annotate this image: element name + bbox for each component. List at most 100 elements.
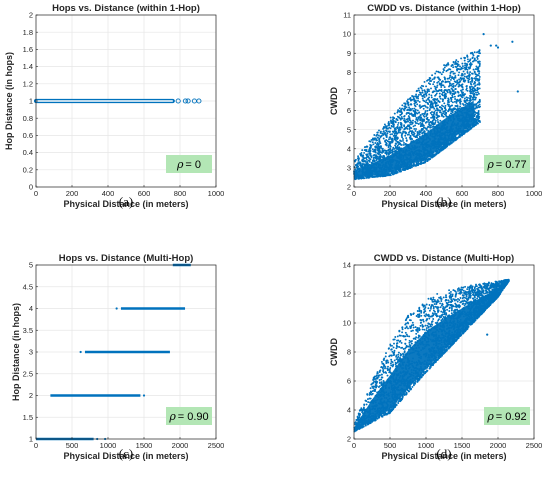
- data-point: [432, 318, 435, 320]
- data-point: [367, 159, 370, 162]
- data-point: [471, 56, 474, 59]
- data-point: [466, 99, 469, 102]
- data-point: [466, 288, 469, 291]
- data-point: [396, 171, 399, 174]
- data-point: [415, 128, 417, 130]
- data-point: [393, 150, 396, 153]
- data-point: [453, 100, 456, 103]
- data-point: [430, 116, 433, 119]
- x-tick-label: 600: [138, 189, 151, 198]
- data-point: [384, 131, 387, 134]
- data-point: [459, 94, 462, 97]
- data-point: [416, 112, 419, 115]
- data-point: [367, 150, 370, 153]
- data-point: [470, 76, 473, 79]
- data-point: [389, 127, 392, 130]
- x-tick-label: 500: [66, 441, 79, 450]
- data-point: [473, 90, 476, 92]
- data-point: [478, 100, 481, 103]
- data-point: [392, 346, 395, 349]
- data-point: [387, 122, 390, 125]
- data-point: [432, 83, 435, 86]
- data-point: [362, 406, 365, 409]
- data-point: [393, 342, 395, 345]
- data-point: [418, 91, 421, 94]
- data-point: [426, 88, 429, 91]
- data-point: [385, 144, 388, 147]
- data-point: [433, 85, 436, 88]
- y-tick-label: 1.4: [23, 62, 33, 71]
- data-point: [465, 87, 468, 90]
- data-point: [366, 162, 369, 165]
- y-tick-label: 3.5: [23, 326, 33, 335]
- data-point: [463, 77, 465, 80]
- data-point: [375, 138, 377, 141]
- annotation-box: [166, 155, 212, 173]
- data-point: [432, 111, 435, 114]
- data-point: [455, 66, 458, 69]
- data-point: [419, 117, 422, 120]
- data-point: [468, 97, 471, 100]
- data-point: [482, 33, 485, 36]
- data-point: [448, 76, 451, 79]
- data-point: [404, 103, 407, 106]
- data-point: [372, 143, 375, 146]
- data-point: [419, 114, 422, 117]
- data-point: [433, 101, 436, 104]
- data-point: [402, 130, 405, 133]
- data-point: [418, 104, 421, 107]
- data-point: [470, 90, 473, 93]
- data-point: [471, 79, 474, 82]
- data-point: [446, 144, 449, 146]
- data-point: [413, 127, 416, 130]
- data-point: [429, 120, 432, 123]
- data-point: [398, 147, 400, 149]
- data-point: [360, 407, 363, 410]
- data-point: [373, 134, 376, 136]
- data-point: [374, 151, 377, 154]
- data-point: [442, 296, 445, 299]
- data-point: [358, 161, 361, 164]
- data-point: [434, 72, 437, 75]
- data-point: [438, 115, 441, 118]
- data-point: [466, 70, 469, 73]
- y-tick-label: 3: [29, 348, 33, 357]
- data-point: [453, 93, 455, 96]
- data-point: [403, 124, 406, 127]
- y-tick-label: 1.5: [23, 413, 33, 422]
- data-point: [432, 296, 435, 299]
- y-tick-label: 1: [29, 97, 33, 106]
- y-tick-label: 2.5: [23, 369, 33, 378]
- data-point: [376, 131, 379, 134]
- data-point: [461, 65, 464, 68]
- data-point: [413, 104, 416, 107]
- data-point: [421, 113, 424, 115]
- data-point: [382, 174, 385, 176]
- data-point: [462, 294, 465, 297]
- data-point: [357, 155, 360, 158]
- data-point: [443, 113, 446, 116]
- data-point: [185, 98, 191, 104]
- data-point: [396, 144, 399, 147]
- data-point: [444, 104, 447, 107]
- correlation-annotation: ρ = 0.77: [484, 155, 530, 173]
- data-point: [399, 131, 401, 134]
- data-point: [478, 72, 481, 75]
- data-point: [475, 285, 478, 288]
- data-point: [443, 76, 446, 79]
- data-point: [402, 108, 405, 111]
- data-point: [374, 142, 377, 144]
- data-point: [427, 103, 430, 106]
- data-point: [511, 40, 514, 43]
- data-point: [379, 369, 382, 372]
- data-point: [471, 92, 474, 95]
- data-point: [356, 415, 359, 418]
- data-point: [399, 121, 402, 124]
- data-point: [455, 138, 458, 141]
- data-point: [433, 107, 436, 110]
- data-point: [406, 100, 409, 103]
- data-point: [419, 121, 422, 124]
- data-point: [403, 141, 405, 144]
- data-point: [463, 56, 466, 59]
